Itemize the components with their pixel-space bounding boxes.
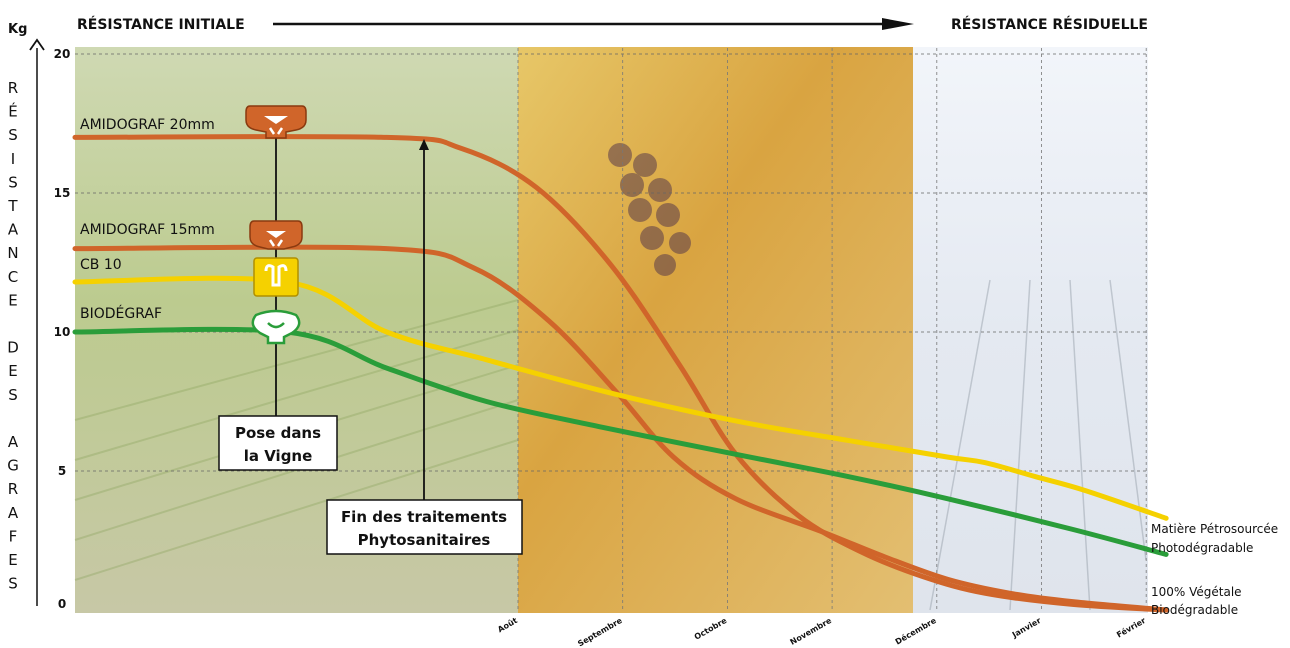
y-axis-label-letter: A [8,433,19,451]
series-line-2 [72,244,1169,613]
header-residual-label: RÉSISTANCE RÉSIDUELLE [951,16,1148,33]
y-axis: Kg [8,22,45,606]
x-tick-label: Octobre [693,616,729,642]
fin-box [326,499,523,555]
y-axis-label-letter: G [7,457,19,475]
y-tick-label: 15 [54,186,71,200]
y-axis-unit: Kg [8,22,27,37]
series-line-4 [72,326,1169,557]
y-axis-label-letter: A [8,221,19,239]
y-axis-label-letter: S [8,575,18,593]
right-legend: Matière Pétrosourcée Photodégradable 100… [1151,522,1278,617]
fin-arrow-head-icon [419,139,429,150]
fin-line-1: Fin des traitements [341,508,507,526]
label-biodegraf: BIODÉGRAF [80,305,162,322]
y-tick-label: 5 [58,464,66,478]
grapes-decor [608,143,691,276]
y-axis-label-letter: S [8,126,18,144]
header: RÉSISTANCE INITIALE RÉSISTANCE RÉSIDUELL… [77,16,1148,33]
clip-orange-icon [245,105,307,139]
pose-line-1: Pose dans [235,424,321,442]
y-axis-label-letter: E [8,362,17,380]
y-tick-labels: 0 5 10 15 20 [54,47,71,611]
y-axis-label-letter: N [7,244,18,262]
series-labels: AMIDOGRAF 20mm AMIDOGRAF 15mm CB 10 BIOD… [80,117,215,322]
pose-line-2: la Vigne [244,447,313,465]
label-cb10: CB 10 [80,257,122,273]
x-tick-label: Septembre [576,616,624,648]
y-axis-label-letter: A [8,504,19,522]
x-tick-labels: Août Septembre Octobre Novembre Décembre Janv… [496,615,1147,648]
label-amidograf-15: AMIDOGRAF 15mm [80,222,215,238]
pose-annotation: Pose dans la Vigne [218,415,338,471]
series-line-3 [72,275,1169,521]
series-line-1 [72,134,1169,613]
winter-snow-panel [913,47,1148,613]
header-arrow-head-icon [882,18,914,30]
legend-petro-line-2: Photodégradable [1151,541,1253,555]
y-axis-label-letter: É [8,102,17,121]
clip-orange-small-icon [249,220,303,250]
clip-yellow-icon [253,257,299,297]
series-lines [72,134,1169,613]
legend-vegetale-line-1: 100% Végétale [1151,585,1242,599]
legend-petro-line-1: Matière Pétrosourcée [1151,522,1278,536]
y-axis-label-letter: I [11,150,15,168]
clip-icons [245,105,307,345]
y-axis-label-letter: R [8,79,18,97]
y-axis-label-letter: T [7,197,18,215]
y-axis-label-letter: F [9,527,18,545]
y-tick-label: 20 [54,47,71,61]
y-axis-label-letter: E [8,291,17,309]
x-tick-label: Février [1115,615,1148,640]
fin-line-2: Phytosanitaires [358,531,491,549]
autumn-grapes-panel [518,47,913,613]
snow-rows-decor [929,279,1147,611]
label-amidograf-20: AMIDOGRAF 20mm [80,117,215,133]
y-axis-label-letter: E [8,551,17,569]
x-tick-label: Décembre [893,615,938,647]
y-axis-arrow-icon [29,38,45,51]
y-axis-label-letter: D [7,339,19,357]
y-tick-label: 10 [54,325,71,339]
header-initial-label: RÉSISTANCE INITIALE [77,16,245,33]
y-tick-label: 0 [58,597,66,611]
y-axis-label-letter: R [8,480,18,498]
y-axis-label-letter: S [8,173,18,191]
clip-green-icon [251,309,301,345]
x-tick-label: Août [496,616,519,634]
y-axis-label-letter: S [8,386,18,404]
y-axis-label-letter: C [8,268,18,286]
x-tick-label: Janvier [1010,616,1043,640]
pose-box [218,415,338,471]
x-tick-label: Novembre [789,616,834,647]
legend-vegetale-line-2: Biodégradable [1151,603,1238,617]
fin-annotation: Fin des traitements Phytosanitaires [326,499,523,555]
